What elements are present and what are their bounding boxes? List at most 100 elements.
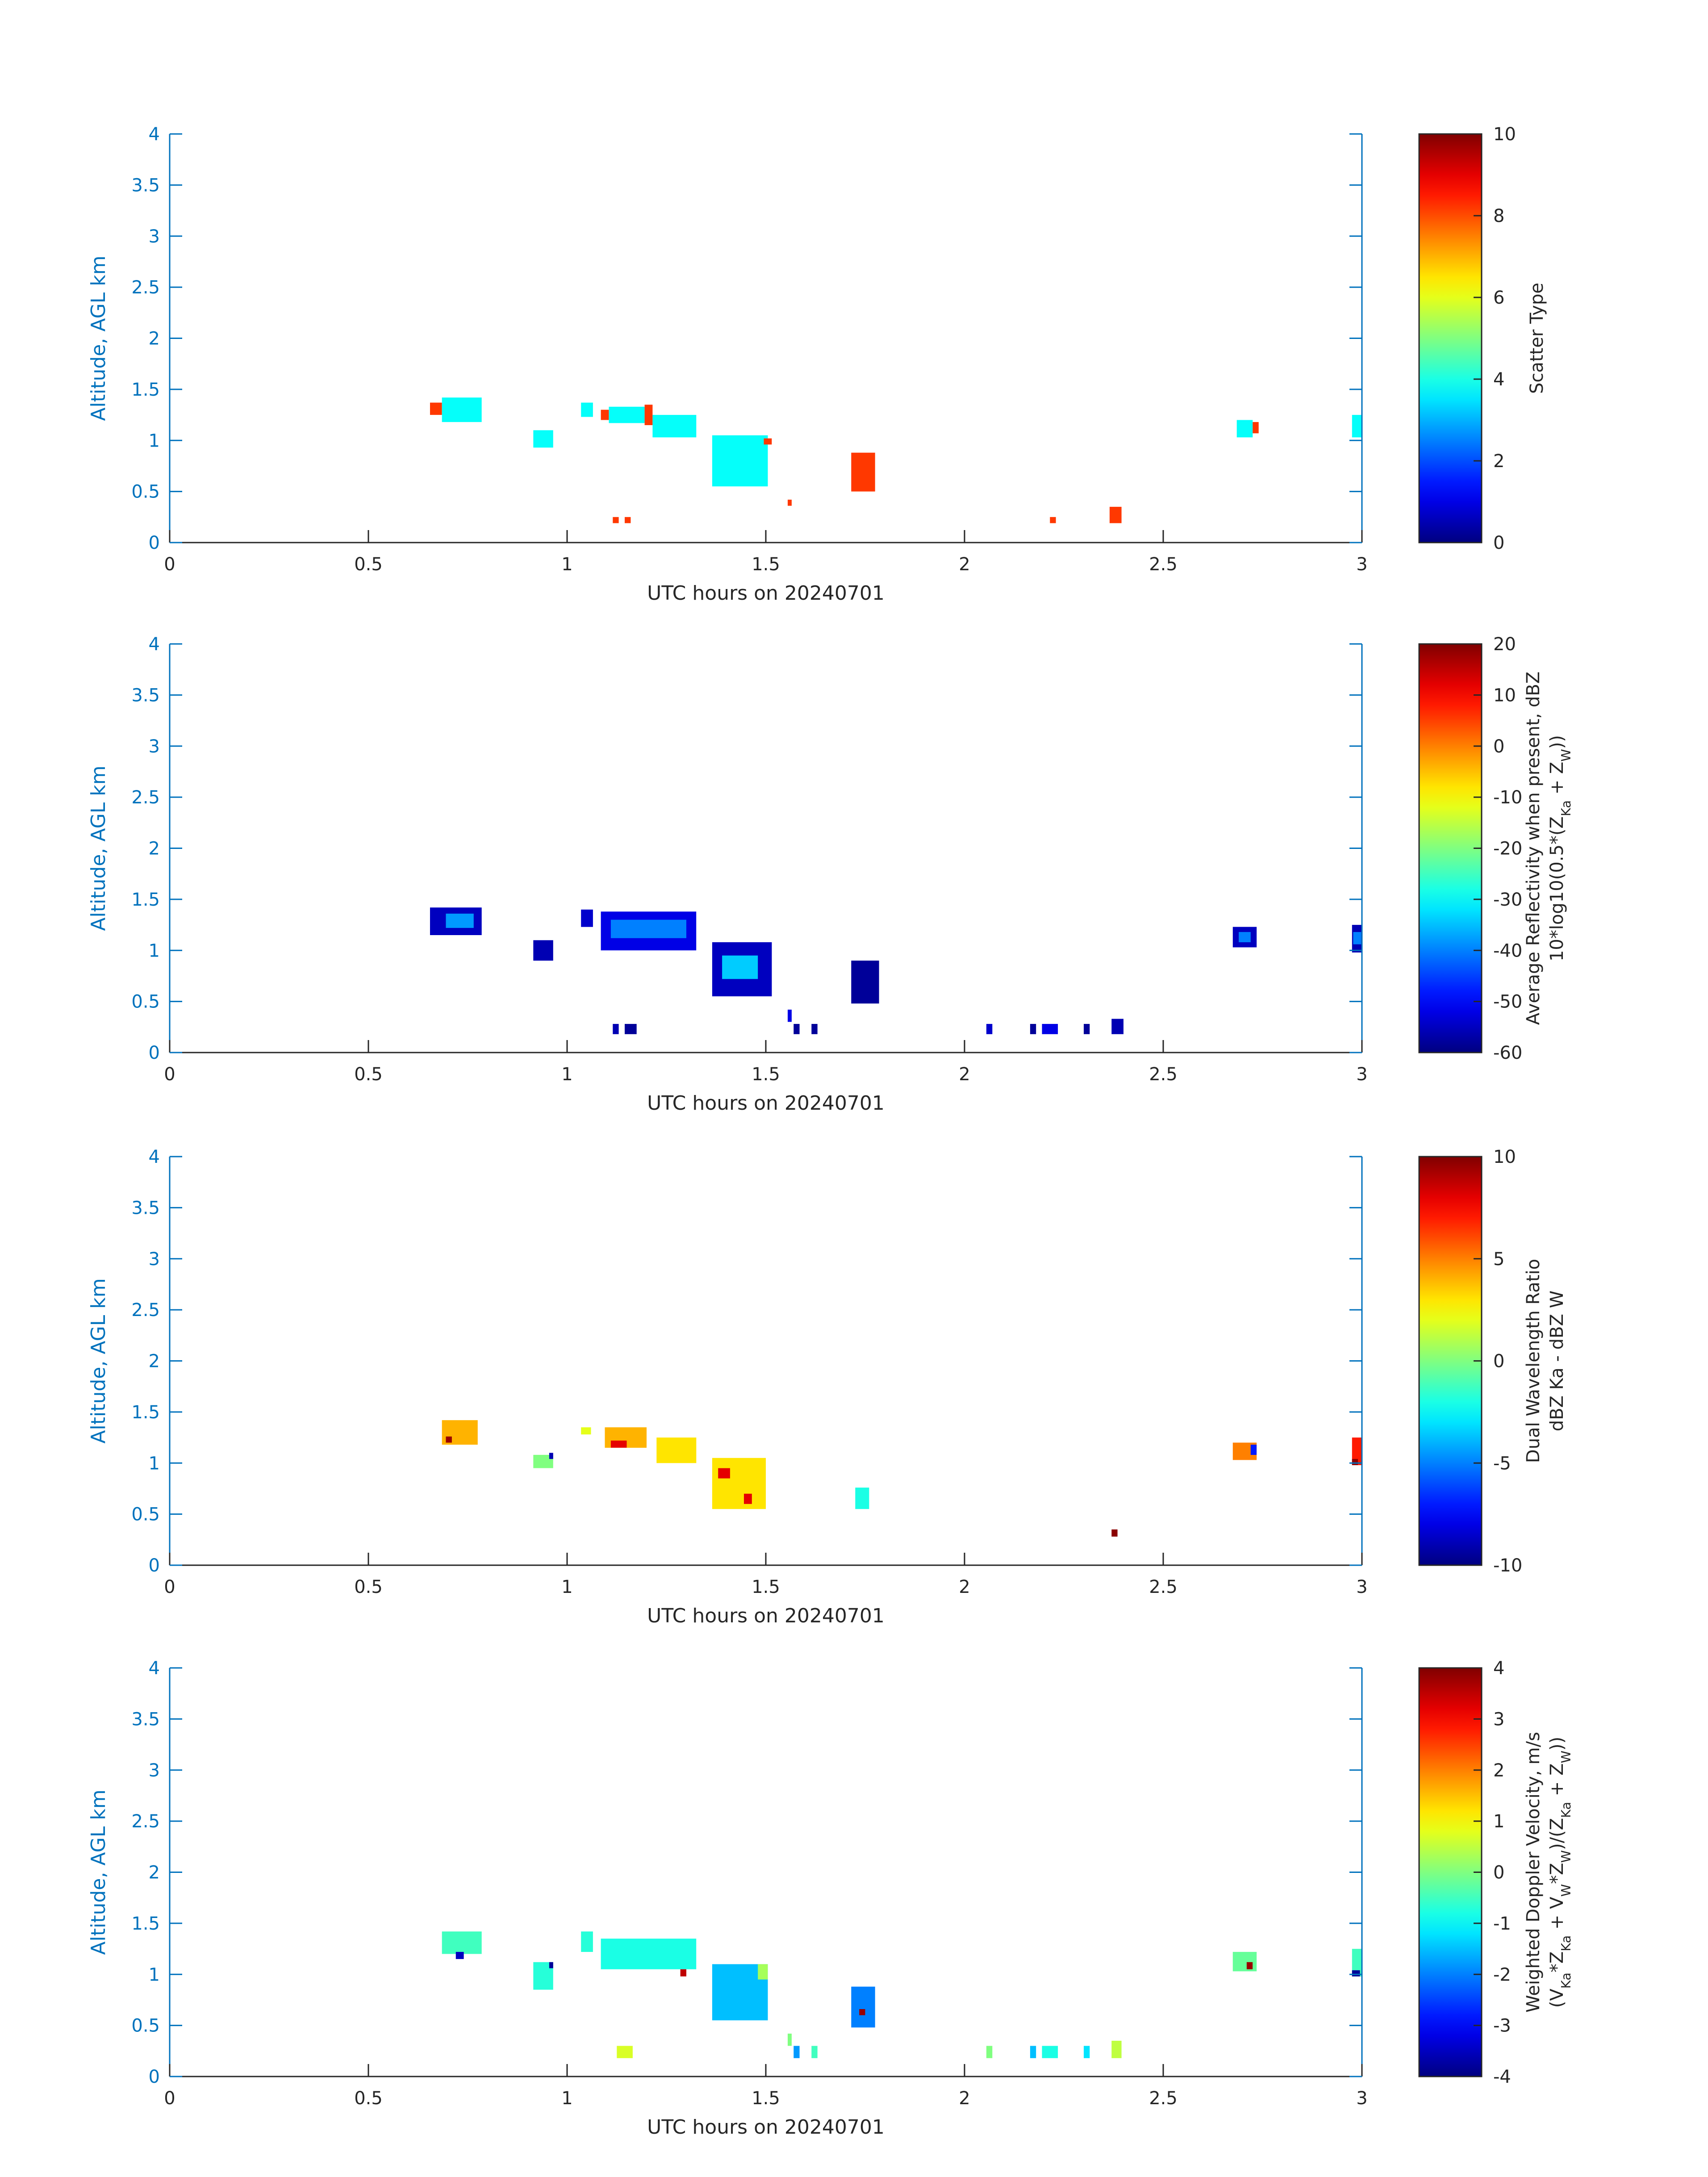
- colorbar-tick-label: 0: [1493, 1351, 1504, 1372]
- data-cell: [851, 452, 875, 492]
- colorbar-tick-label: -3: [1493, 2016, 1511, 2036]
- y-tick-label: 3.5: [131, 1709, 160, 1730]
- data-cell: [1246, 1962, 1253, 1969]
- colorbar-tick-label: 5: [1493, 1249, 1504, 1270]
- colorbar-tick-label: -20: [1493, 839, 1522, 859]
- data-cell: [1250, 1445, 1257, 1455]
- y-tick-label: 3: [149, 1760, 160, 1781]
- data-cell: [851, 1986, 875, 2028]
- data-cell: [613, 517, 619, 523]
- data-cell: [617, 2046, 633, 2058]
- x-tick-label: 0: [164, 2088, 175, 2109]
- colorbar-gradient: [1418, 1156, 1482, 1566]
- data-cell: [744, 1493, 752, 1504]
- x-tick-label: 1: [561, 1577, 572, 1597]
- data-cell: [859, 2009, 865, 2015]
- y-tick-label: 1.5: [131, 380, 160, 400]
- data-cell: [1111, 1529, 1118, 1537]
- y-tick-label: 2: [149, 1863, 160, 1883]
- colorbar-tick-label: 1: [1493, 1811, 1504, 1832]
- colorbar-tick-label: 3: [1493, 1709, 1504, 1730]
- colorbar-label: 10*log10(0.5*(ZKa + ZW)): [1547, 735, 1574, 961]
- data-cell: [1353, 932, 1361, 944]
- data-cell: [652, 415, 697, 438]
- colorbar-tick-label: 10: [1493, 685, 1516, 706]
- data-cell: [758, 1964, 768, 1980]
- y-axis-label: Altitude, AGL km: [87, 1278, 110, 1443]
- y-tick-label: 2.5: [131, 277, 160, 298]
- heatmap-cells: [430, 907, 1362, 1034]
- x-tick-label: 1.5: [752, 1064, 780, 1085]
- y-tick-label: 1.5: [131, 1914, 160, 1934]
- colorbar-tick-label: -5: [1493, 1453, 1511, 1474]
- x-tick-label: 0.5: [354, 1064, 383, 1085]
- data-cell: [609, 406, 645, 423]
- y-tick-label: 0: [149, 1555, 160, 1576]
- x-tick-label: 1: [561, 1064, 572, 1085]
- colorbar-tick-label: 8: [1493, 206, 1504, 226]
- data-cell: [1253, 422, 1259, 434]
- y-tick-label: 0: [149, 2067, 160, 2087]
- data-cell: [788, 1009, 792, 1022]
- data-cell: [446, 1436, 452, 1443]
- data-cell: [764, 438, 772, 445]
- colorbar-tick-label: 2: [1493, 1760, 1504, 1781]
- data-cell: [722, 955, 758, 979]
- colorbar-tick-label: 6: [1493, 288, 1504, 308]
- colorbar-tick-label: -1: [1493, 1914, 1511, 1934]
- colorbar-tick-label: 4: [1493, 1658, 1504, 1679]
- y-tick-label: 0.5: [131, 482, 160, 502]
- data-cell: [851, 961, 879, 1004]
- data-cell: [793, 2046, 800, 2058]
- x-tick-label: 1.5: [752, 2088, 780, 2109]
- colorbar-tick-label: 0: [1493, 533, 1504, 553]
- y-tick-label: 2.5: [131, 1300, 160, 1320]
- data-cell: [712, 435, 768, 487]
- x-axis-label: UTC hours on 20240701: [647, 1605, 885, 1627]
- data-cell: [625, 1024, 637, 1034]
- x-tick-label: 2: [959, 2088, 970, 2109]
- data-cell: [549, 1962, 553, 1968]
- heatmap-cells: [442, 1931, 1362, 2058]
- heatmap-cells: [430, 397, 1362, 523]
- y-tick-label: 1: [149, 1964, 160, 1985]
- y-tick-label: 1: [149, 1453, 160, 1474]
- data-cell: [1352, 1437, 1362, 1465]
- x-tick-label: 3: [1356, 1064, 1367, 1085]
- data-cell: [1232, 1951, 1257, 1972]
- data-cell: [533, 940, 553, 961]
- data-cell: [811, 1024, 818, 1034]
- data-cell: [455, 1951, 464, 1959]
- data-cell: [788, 499, 792, 506]
- data-cell: [1109, 506, 1122, 523]
- data-cell: [644, 405, 653, 425]
- x-axis-label: UTC hours on 20240701: [647, 582, 885, 605]
- y-tick-label: 3.5: [131, 1198, 160, 1218]
- y-tick-label: 0.5: [131, 2016, 160, 2036]
- data-cell: [601, 409, 609, 420]
- data-cell: [1236, 420, 1253, 438]
- colorbar-label: Weighted Doppler Velocity, m/s: [1523, 1732, 1544, 2013]
- data-cell: [1042, 1024, 1058, 1034]
- x-tick-label: 2.5: [1149, 1577, 1178, 1597]
- data-cell: [601, 1939, 697, 1969]
- x-tick-label: 3: [1356, 1577, 1367, 1597]
- x-tick-label: 0: [164, 1577, 175, 1597]
- data-cell: [1239, 932, 1251, 942]
- data-cell: [442, 1931, 482, 1954]
- y-tick-label: 2: [149, 329, 160, 349]
- colorbar: -10 -5 0 5 10 Dual Wavelength Ratio dBZ Ka - d…: [1418, 1147, 1567, 1576]
- data-cell: [1050, 517, 1056, 523]
- x-tick-label: 2: [959, 1064, 970, 1085]
- colorbar-gradient: [1418, 643, 1482, 1053]
- data-cell: [610, 919, 686, 938]
- y-tick-label: 2: [149, 839, 160, 859]
- x-tick-label: 1.5: [752, 554, 780, 575]
- x-tick-label: 2.5: [1149, 1064, 1178, 1085]
- data-cell: [1352, 1459, 1358, 1465]
- x-tick-label: 3: [1356, 2088, 1367, 2109]
- x-tick-label: 0.5: [354, 1577, 383, 1597]
- y-tick-label: 3.5: [131, 685, 160, 706]
- data-cell: [625, 517, 631, 523]
